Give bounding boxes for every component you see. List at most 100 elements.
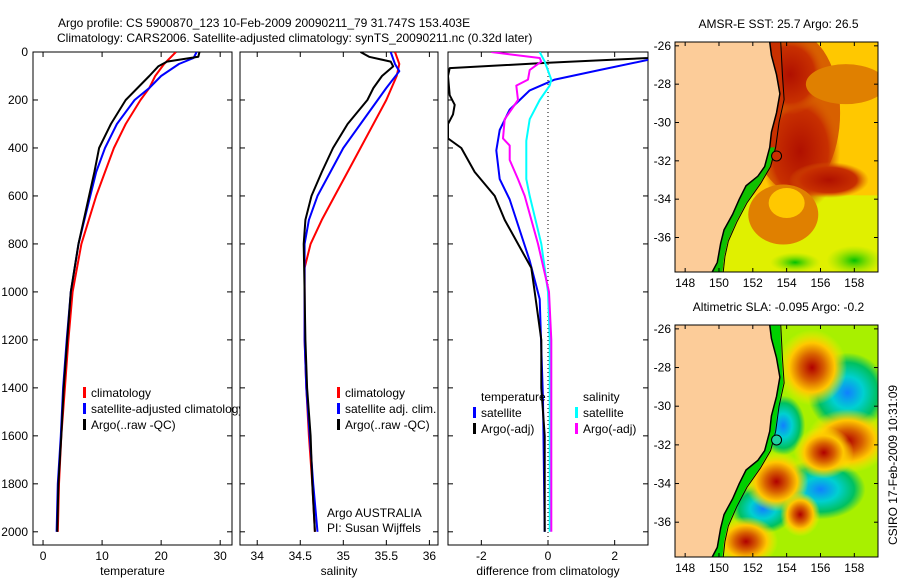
x-tick-label: 2 <box>611 549 618 563</box>
credit-line2: PI: Susan Wijffels <box>327 521 421 535</box>
field-anomaly <box>714 516 779 557</box>
map-sst-map: AMSR-E SST: 25.7 Argo: 26.5 148 150 152 154 1… <box>654 17 879 290</box>
lon-tick-label: 154 <box>777 561 797 575</box>
y-tick-label: 600 <box>8 189 28 203</box>
legend-swatch <box>575 407 578 418</box>
lon-tick-label: 150 <box>709 276 729 290</box>
field-anomaly <box>793 426 854 479</box>
panel-salinity: 34 34.5 35 35.5 36 salinity climatology satelli… <box>239 51 439 578</box>
y-tick-label: 1000 <box>1 285 28 299</box>
y-tick-label: 800 <box>8 237 28 251</box>
isobath-line <box>722 42 785 272</box>
lon-tick-label: 158 <box>844 276 864 290</box>
lat-tick-label: -32 <box>654 154 672 168</box>
legend-swatch <box>337 403 340 414</box>
field-anomaly <box>770 252 821 272</box>
series-line-temperature-satellite <box>495 58 648 532</box>
field-anomaly <box>826 245 878 272</box>
y-tick-label: 1600 <box>1 429 28 443</box>
map-frame <box>674 324 879 558</box>
legend-label: Argo(..raw -QC) <box>345 418 430 432</box>
legend-label: climatology <box>345 386 405 400</box>
legend-label: satellite-adjusted climatology <box>91 402 244 416</box>
legend-label: climatology <box>91 386 151 400</box>
x-tick-label: 34 <box>251 549 265 563</box>
lon-tick-label: 156 <box>810 276 830 290</box>
legend-group-title: temperature <box>481 390 546 404</box>
x-tick-label: 20 <box>154 549 168 563</box>
field-anomaly <box>768 188 805 218</box>
lon-tick-label: 152 <box>743 561 763 575</box>
lon-tick-label: 156 <box>810 561 830 575</box>
land <box>675 325 780 557</box>
lon-tick-label: 148 <box>675 561 695 575</box>
argo-float-marker[interactable] <box>771 434 783 446</box>
series-line-argo-raw-qc- <box>56 52 201 532</box>
lat-tick-label: -26 <box>654 39 672 53</box>
lat-tick-label: -34 <box>654 192 672 206</box>
legend-swatch <box>575 423 578 434</box>
legend-swatch <box>83 419 86 430</box>
lon-tick-label: 150 <box>709 561 729 575</box>
x-tick-label: 0 <box>545 549 552 563</box>
x-tick-label: 34.5 <box>289 549 313 563</box>
lat-tick-label: -34 <box>654 477 672 491</box>
field-anomaly <box>805 64 878 105</box>
x-tick-label: 30 <box>214 549 228 563</box>
y-tick-label: 200 <box>8 93 28 107</box>
y-tick-label: 1400 <box>1 381 28 395</box>
legend-label: Argo(-adj) <box>481 422 534 436</box>
legend-label: Argo(-adj) <box>583 422 636 436</box>
map-title: AMSR-E SST: 25.7 Argo: 26.5 <box>698 17 858 31</box>
argo-float-marker[interactable] <box>771 150 783 162</box>
legend-swatch <box>473 407 476 418</box>
field-anomaly <box>777 329 848 406</box>
coastline <box>711 325 781 557</box>
x-tick-label: 0 <box>40 549 47 563</box>
y-tick-label: 0 <box>21 45 28 59</box>
credit-line1: Argo AUSTRALIA <box>327 506 422 520</box>
lat-tick-label: -30 <box>654 399 672 413</box>
legend-label: satellite <box>583 406 624 420</box>
y-tick-label: 2000 <box>1 525 28 539</box>
legend-label: satellite adj. clim. <box>345 402 436 416</box>
lat-tick-label: -28 <box>654 361 672 375</box>
field-anomaly <box>788 162 869 198</box>
legend-swatch <box>337 387 340 398</box>
plot-frame <box>32 51 233 546</box>
lon-tick-label: 154 <box>777 276 797 290</box>
x-axis-label: salinity <box>321 564 358 578</box>
shelf-region <box>712 325 784 557</box>
series-line-argo-raw-qc- <box>302 52 395 532</box>
series-line-salinity-satellite <box>525 52 553 532</box>
series-line-temperature-argo-adj- <box>448 55 648 532</box>
panel-temperature: 0 10 20 30 0 200 400 600 800 1000 1200 1400 1600 1800… <box>1 45 244 578</box>
lon-tick-label: 148 <box>675 276 695 290</box>
plot-frame <box>239 51 439 546</box>
legend-swatch <box>337 419 340 430</box>
series-line-salinity-argo-adj- <box>491 52 553 532</box>
x-tick-label: 36 <box>423 549 437 563</box>
csiro-timestamp: CSIRO 17-Feb-2009 10:31:09 <box>886 385 900 545</box>
legend-group-title: salinity <box>583 390 620 404</box>
shelf-cool-region <box>712 147 775 272</box>
lat-tick-label: -26 <box>654 322 672 336</box>
y-tick-label: 1800 <box>1 477 28 491</box>
lat-tick-label: -30 <box>654 116 672 130</box>
x-tick-label: 35 <box>337 549 351 563</box>
legend-swatch <box>83 387 86 398</box>
map-title: Altimetric SLA: -0.095 Argo: -0.2 <box>693 300 865 314</box>
coastline <box>711 42 781 272</box>
x-tick-label: -2 <box>476 549 487 563</box>
x-axis-label: temperature <box>100 564 165 578</box>
lat-tick-label: -32 <box>654 438 672 452</box>
lat-tick-label: -28 <box>654 77 672 91</box>
map-sla-map: Altimetric SLA: -0.095 Argo: -0.2 148 150 1… <box>654 300 879 575</box>
legend-label: Argo(..raw -QC) <box>91 418 176 432</box>
land <box>675 42 780 272</box>
lon-tick-label: 152 <box>743 276 763 290</box>
legend-swatch <box>473 423 476 434</box>
lat-tick-label: -36 <box>654 231 672 245</box>
